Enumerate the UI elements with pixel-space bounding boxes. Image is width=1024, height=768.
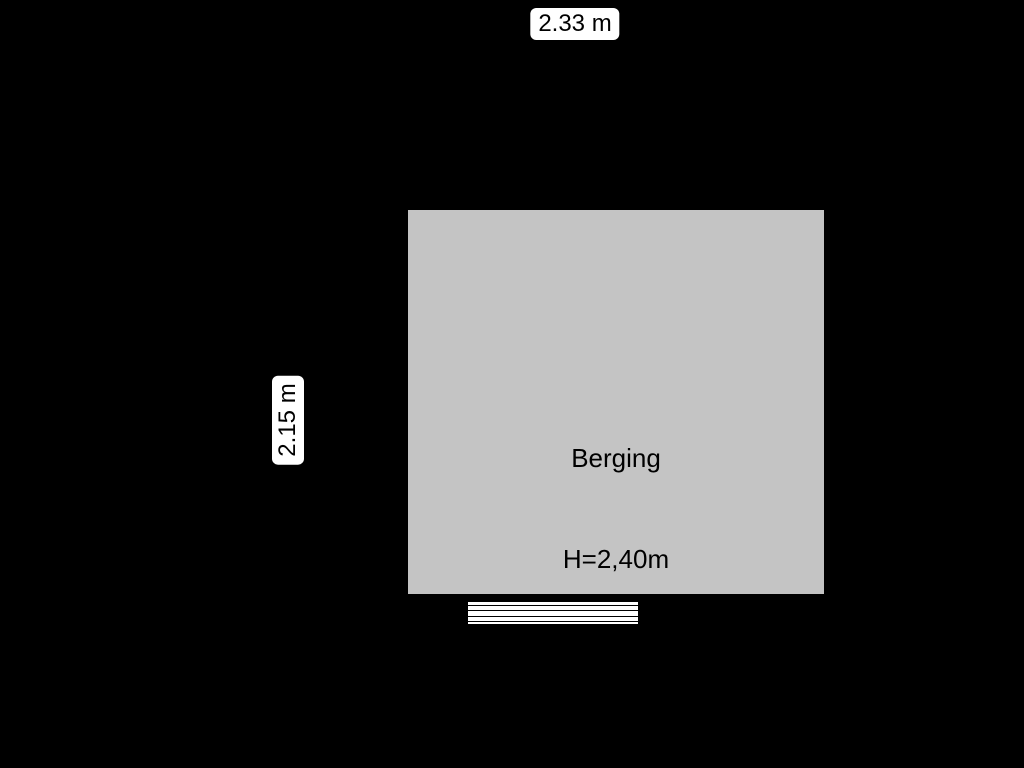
- room-height-label: H=2,40m: [496, 543, 736, 577]
- dimension-width-label: 2.33 m: [530, 8, 619, 40]
- room-name: Berging: [496, 442, 736, 476]
- floorplan-canvas: Berging H=2,40m 2.33 m 2.15 m: [0, 0, 1024, 768]
- dimension-height-text: 2.15 m: [274, 383, 301, 456]
- dimension-height-label: 2.15 m: [272, 375, 304, 464]
- door-threshold: [468, 602, 638, 624]
- dimension-width-text: 2.33 m: [538, 10, 611, 37]
